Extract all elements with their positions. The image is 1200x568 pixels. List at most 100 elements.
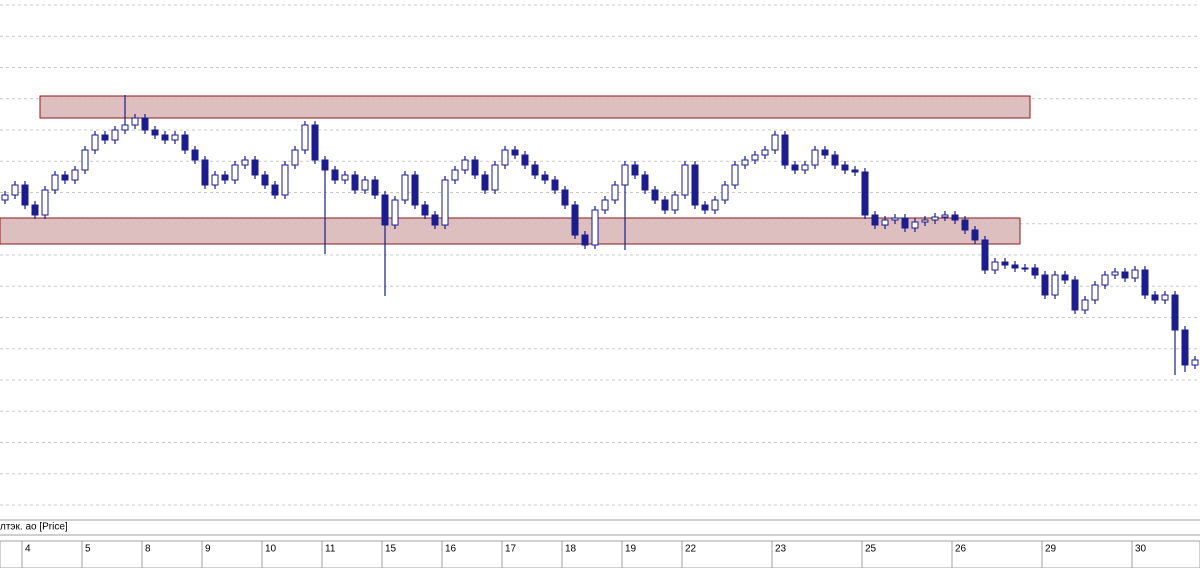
candle-body — [971, 229, 979, 241]
candle-body — [21, 184, 29, 206]
candle-body — [611, 184, 619, 201]
candle-body — [691, 164, 699, 206]
x-tick-label: 10 — [265, 544, 277, 555]
candle-body — [161, 134, 169, 141]
candle-body — [321, 159, 329, 171]
candle-body — [871, 214, 879, 226]
candle-body — [1081, 299, 1089, 311]
candle-body — [61, 174, 69, 181]
candle-body — [931, 216, 939, 221]
candle-body — [211, 174, 219, 186]
candle-body — [331, 169, 339, 181]
candle-body — [251, 159, 259, 176]
candle-body — [171, 134, 179, 141]
candle-body — [1181, 329, 1189, 366]
candle-body — [781, 134, 789, 166]
candle-body — [121, 124, 129, 131]
candle-body — [991, 261, 999, 271]
candle-body — [261, 174, 269, 186]
candle-body — [481, 174, 489, 191]
candle-body — [961, 219, 969, 231]
candle-body — [681, 164, 689, 196]
candle-body — [221, 174, 229, 181]
candle-body — [451, 169, 459, 181]
candle-body — [911, 221, 919, 229]
candle-body — [891, 217, 899, 221]
candle-body — [411, 174, 419, 206]
candle-body — [101, 134, 109, 141]
candle-body — [241, 159, 249, 166]
candle-body — [1131, 269, 1139, 279]
candle-body — [131, 117, 139, 126]
x-tick-label: 30 — [1135, 544, 1147, 555]
x-tick-label: 19 — [625, 544, 637, 555]
candle-body — [1151, 294, 1159, 301]
candle-body — [191, 149, 199, 161]
candle-body — [671, 194, 679, 211]
candle-body — [651, 189, 659, 201]
candle-body — [821, 149, 829, 156]
candle-body — [771, 134, 779, 151]
candle-body — [1071, 279, 1079, 311]
candle-body — [441, 179, 449, 226]
candle-body — [151, 129, 159, 136]
candle-body — [1121, 271, 1129, 279]
candle-body — [1011, 264, 1019, 269]
candle-body — [791, 164, 799, 171]
candle-body — [91, 134, 99, 151]
x-tick-label: 26 — [955, 544, 967, 555]
candle-body — [391, 199, 399, 226]
x-tick-label: 15 — [385, 544, 397, 555]
candle-body — [1051, 274, 1059, 296]
candle-body — [201, 159, 209, 186]
candle-body — [1031, 267, 1039, 276]
candle-body — [421, 204, 429, 216]
candle-body — [1061, 274, 1069, 281]
candle-body — [231, 164, 239, 181]
candle-body — [761, 149, 769, 156]
candle-body — [741, 159, 749, 166]
candle-body — [541, 174, 549, 181]
date-axis — [0, 540, 1200, 568]
candle-body — [951, 214, 959, 221]
candle-body — [1191, 359, 1199, 366]
candle-body — [11, 184, 19, 196]
candle-body — [981, 239, 989, 271]
candle-body — [551, 179, 559, 191]
x-tick-label: 9 — [205, 544, 211, 555]
candle-body — [521, 154, 529, 166]
candle-body — [1111, 271, 1119, 276]
candle-body — [81, 149, 89, 171]
candle-body — [1101, 274, 1109, 286]
candle-body — [571, 204, 579, 236]
x-tick-label: 4 — [25, 544, 31, 555]
candle-body — [581, 234, 589, 246]
candle-body — [801, 164, 809, 171]
candle-body — [301, 124, 309, 151]
candle-body — [701, 204, 709, 211]
candle-body — [141, 117, 149, 131]
x-tick-label: 25 — [865, 544, 877, 555]
candle-body — [561, 189, 569, 206]
candle-body — [111, 129, 119, 141]
candle-body — [511, 149, 519, 156]
x-tick-label: 18 — [565, 544, 577, 555]
x-tick-label: 23 — [775, 544, 787, 555]
x-tick-label: 22 — [685, 544, 697, 555]
candle-body — [941, 214, 949, 218]
candle-body — [501, 149, 509, 166]
candle-body — [461, 159, 469, 171]
candle-body — [711, 199, 719, 211]
candle-body — [631, 164, 639, 176]
candle-body — [51, 174, 59, 191]
candle-body — [841, 164, 849, 171]
candle-body — [311, 124, 319, 161]
candle-body — [491, 164, 499, 191]
candle-body — [1001, 261, 1009, 266]
candle-body — [31, 204, 39, 216]
panel-label: лтэк. ао [Price] — [0, 522, 68, 533]
candle-body — [361, 179, 369, 191]
